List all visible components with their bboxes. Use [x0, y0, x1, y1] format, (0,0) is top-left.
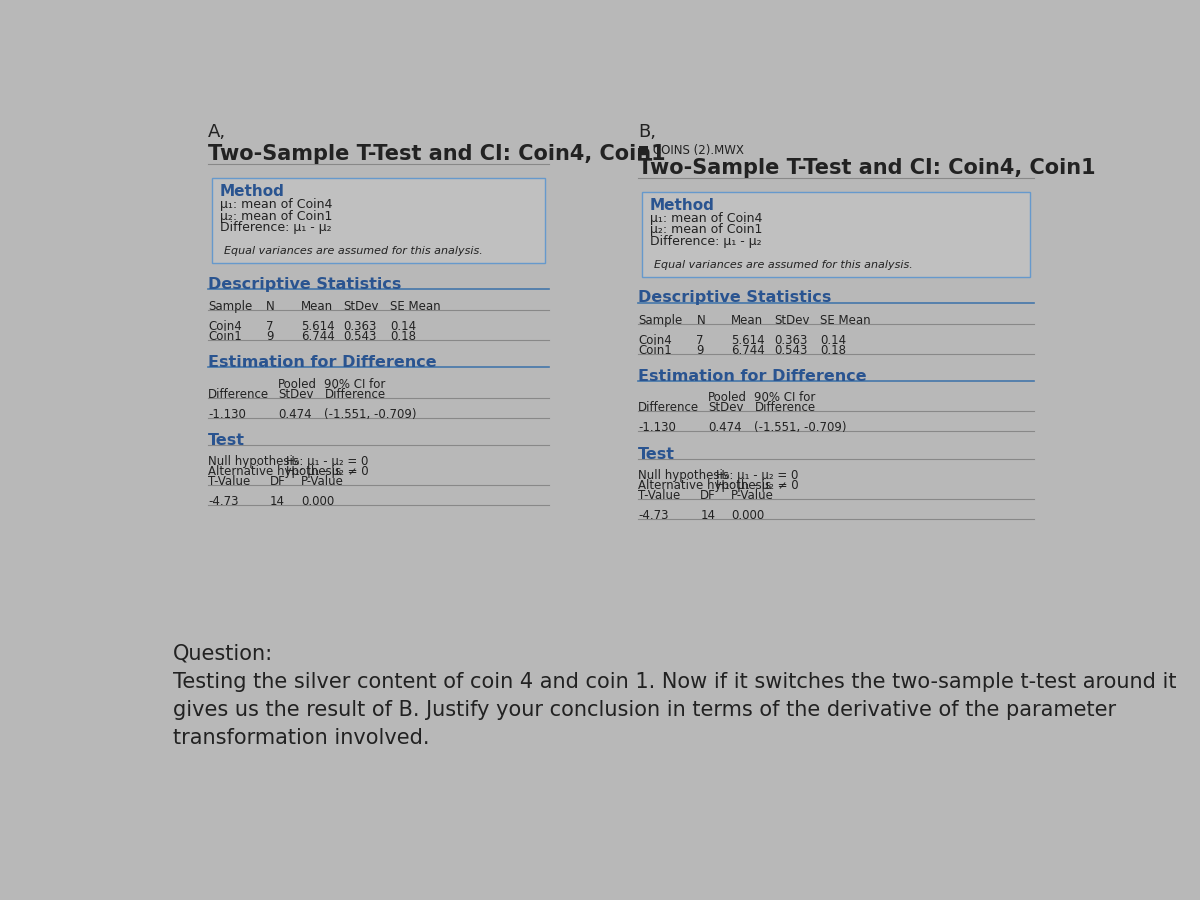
- Text: Difference: Difference: [755, 401, 816, 414]
- Text: 6.744: 6.744: [731, 344, 766, 356]
- Text: Coin1: Coin1: [208, 329, 242, 343]
- Text: Two-Sample T-Test and CI: Coin4, Coin1: Two-Sample T-Test and CI: Coin4, Coin1: [638, 158, 1096, 178]
- Text: T-Value: T-Value: [208, 475, 251, 489]
- Text: Coin1: Coin1: [638, 344, 672, 356]
- Text: Testing the silver content of coin 4 and coin 1. Now if it switches the two-samp: Testing the silver content of coin 4 and…: [173, 672, 1177, 692]
- Text: P-Value: P-Value: [301, 475, 344, 489]
- FancyBboxPatch shape: [212, 178, 545, 263]
- Text: A,: A,: [208, 123, 227, 141]
- Text: P-Value: P-Value: [731, 490, 774, 502]
- Text: Estimation for Difference: Estimation for Difference: [208, 356, 437, 370]
- Text: Mean: Mean: [731, 313, 763, 327]
- Text: -4.73: -4.73: [208, 495, 239, 508]
- Text: StDev: StDev: [278, 388, 313, 400]
- Text: H₁: μ₁ - μ₂ ≠ 0: H₁: μ₁ - μ₂ ≠ 0: [715, 479, 798, 492]
- Text: Pooled: Pooled: [278, 377, 317, 391]
- Text: Descriptive Statistics: Descriptive Statistics: [208, 276, 402, 292]
- Text: B,: B,: [638, 123, 656, 141]
- Text: transformation involved.: transformation involved.: [173, 728, 430, 748]
- Text: 0.18: 0.18: [821, 344, 846, 356]
- Text: 0.543: 0.543: [343, 329, 377, 343]
- Text: (-1.551, -0.709): (-1.551, -0.709): [755, 421, 847, 435]
- Text: Pooled: Pooled: [708, 392, 746, 404]
- Text: H₀: μ₁ - μ₂ = 0: H₀: μ₁ - μ₂ = 0: [286, 455, 368, 468]
- Text: Estimation for Difference: Estimation for Difference: [638, 369, 866, 384]
- Text: μ₁: mean of Coin4: μ₁: mean of Coin4: [650, 212, 762, 225]
- Text: H₁: μ₁ - μ₂ ≠ 0: H₁: μ₁ - μ₂ ≠ 0: [286, 465, 368, 478]
- Text: Coin4: Coin4: [638, 334, 672, 346]
- Text: Difference: Difference: [638, 401, 700, 414]
- Text: (-1.551, -0.709): (-1.551, -0.709): [324, 408, 416, 420]
- Text: StDev: StDev: [708, 401, 744, 414]
- Text: 90% CI for: 90% CI for: [755, 392, 816, 404]
- Text: 6.744: 6.744: [301, 329, 335, 343]
- Text: 0.474: 0.474: [278, 408, 312, 420]
- Text: T-Value: T-Value: [638, 490, 680, 502]
- Text: Test: Test: [638, 446, 676, 462]
- Text: 9: 9: [266, 329, 274, 343]
- Text: 14: 14: [270, 495, 286, 508]
- Text: Method: Method: [220, 184, 284, 199]
- Text: 7: 7: [266, 320, 274, 333]
- Text: μ₁: mean of Coin4: μ₁: mean of Coin4: [220, 198, 332, 212]
- Text: 0.14: 0.14: [821, 334, 846, 346]
- Text: Null hypothesis: Null hypothesis: [638, 469, 730, 482]
- Text: N: N: [266, 300, 275, 312]
- Text: N: N: [696, 313, 706, 327]
- Text: Difference: Difference: [208, 388, 269, 400]
- Text: 0.543: 0.543: [774, 344, 808, 356]
- Text: 7: 7: [696, 334, 704, 346]
- Text: H₀: μ₁ - μ₂ = 0: H₀: μ₁ - μ₂ = 0: [715, 469, 798, 482]
- Text: Difference: μ₁ - μ₂: Difference: μ₁ - μ₂: [220, 221, 331, 234]
- Text: Two-Sample T-Test and CI: Coin4, Coin1: Two-Sample T-Test and CI: Coin4, Coin1: [208, 144, 666, 164]
- Text: Method: Method: [650, 198, 715, 213]
- Text: Alternative hypothesis: Alternative hypothesis: [208, 465, 341, 478]
- Text: 0.363: 0.363: [343, 320, 377, 333]
- Text: μ₂: mean of Coin1: μ₂: mean of Coin1: [220, 210, 332, 222]
- Text: SE Mean: SE Mean: [390, 300, 440, 312]
- Text: Test: Test: [208, 433, 245, 448]
- Text: gives us the result of B. Justify your conclusion in terms of the derivative of : gives us the result of B. Justify your c…: [173, 700, 1116, 720]
- Text: -4.73: -4.73: [638, 509, 668, 522]
- Text: 0.363: 0.363: [774, 334, 808, 346]
- Text: Equal variances are assumed for this analysis.: Equal variances are assumed for this ana…: [223, 246, 482, 256]
- Text: Mean: Mean: [301, 300, 334, 312]
- Text: -1.130: -1.130: [638, 421, 676, 435]
- Text: SE Mean: SE Mean: [821, 313, 871, 327]
- Text: Sample: Sample: [208, 300, 252, 312]
- Text: 0.14: 0.14: [390, 320, 416, 333]
- Text: DF: DF: [701, 490, 716, 502]
- Text: 9: 9: [696, 344, 704, 356]
- Text: 90% CI for: 90% CI for: [324, 377, 385, 391]
- Text: 0.18: 0.18: [390, 329, 416, 343]
- Text: StDev: StDev: [343, 300, 379, 312]
- Text: Coin4: Coin4: [208, 320, 242, 333]
- Text: 5.614: 5.614: [301, 320, 335, 333]
- Text: Difference: μ₁ - μ₂: Difference: μ₁ - μ₂: [650, 235, 762, 248]
- Text: μ₂: mean of Coin1: μ₂: mean of Coin1: [650, 223, 762, 237]
- Text: 0.474: 0.474: [708, 421, 742, 435]
- Text: 14: 14: [701, 509, 715, 522]
- Text: Alternative hypothesis: Alternative hypothesis: [638, 479, 772, 492]
- Text: 0.000: 0.000: [731, 509, 764, 522]
- Text: Null hypothesis: Null hypothesis: [208, 455, 299, 468]
- Text: Question:: Question:: [173, 644, 274, 663]
- Text: 5.614: 5.614: [731, 334, 764, 346]
- Text: -1.130: -1.130: [208, 408, 246, 420]
- Text: StDev: StDev: [774, 313, 809, 327]
- FancyBboxPatch shape: [642, 192, 1030, 276]
- Text: Difference: Difference: [324, 388, 385, 400]
- Text: DF: DF: [270, 475, 286, 489]
- Text: Descriptive Statistics: Descriptive Statistics: [638, 291, 832, 305]
- Text: Equal variances are assumed for this analysis.: Equal variances are assumed for this ana…: [654, 260, 912, 270]
- Text: 0.000: 0.000: [301, 495, 335, 508]
- Text: Sample: Sample: [638, 313, 683, 327]
- Text: ■ COINS (2).MWX: ■ COINS (2).MWX: [638, 144, 744, 158]
